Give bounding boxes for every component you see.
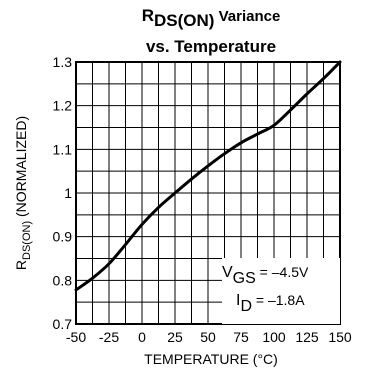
id-value: = –1.8A [252,292,305,308]
title-subscript: DS(ON) [154,11,214,30]
x-tick-label: 75 [233,329,249,345]
x-tick-label: -25 [99,329,119,345]
y-label-r: R [13,260,29,270]
x-tick-labels: -50 -25 0 25 50 75 100 125 150 [66,329,352,345]
annotation-id: ID = –1.8A [236,292,305,315]
y-label-subscript: DS(ON) [21,221,33,260]
y-tick-label: 0.8 [53,272,73,288]
y-tick-label: 0.9 [53,229,73,245]
series-line [74,60,342,292]
id-i: I [236,292,240,309]
chart-title-line1: RDS(ON) Variance [142,6,281,30]
x-tick-label: 50 [200,329,216,345]
x-tick-label: 0 [138,329,146,345]
x-tick-label: 25 [167,329,183,345]
y-tick-label: 0.7 [53,316,73,332]
title-r: R [142,6,154,25]
x-tick-label: 150 [328,329,352,345]
vgs-value: = –4.5V [256,264,309,280]
plot-frame [75,61,341,325]
x-tick-label: -50 [66,329,86,345]
title-rest: Variance [214,8,280,25]
id-sub: D [240,298,252,315]
annotation-box [222,258,340,324]
x-tick-label: 125 [295,329,319,345]
y-tick-label: 1.1 [53,141,73,157]
annotation-vgs: VGS = –4.5V [222,264,309,287]
y-label-rest: (NORMALIZED) [13,116,29,221]
vgs-v: V [222,264,233,281]
y-axis-label: RDS(ON) (NORMALIZED) [13,116,33,270]
chart-title-line2: vs. Temperature [146,37,276,56]
x-axis-label: TEMPERATURE (°C) [144,351,278,367]
y-tick-label: 1 [64,185,72,201]
y-tick-label: 1.2 [53,98,73,114]
y-tick-labels: 0.7 0.8 0.9 1 1.1 1.2 1.3 [53,54,73,332]
x-tick-label: 100 [262,329,286,345]
y-tick-label: 1.3 [53,54,73,70]
vgs-sub: GS [233,270,256,287]
